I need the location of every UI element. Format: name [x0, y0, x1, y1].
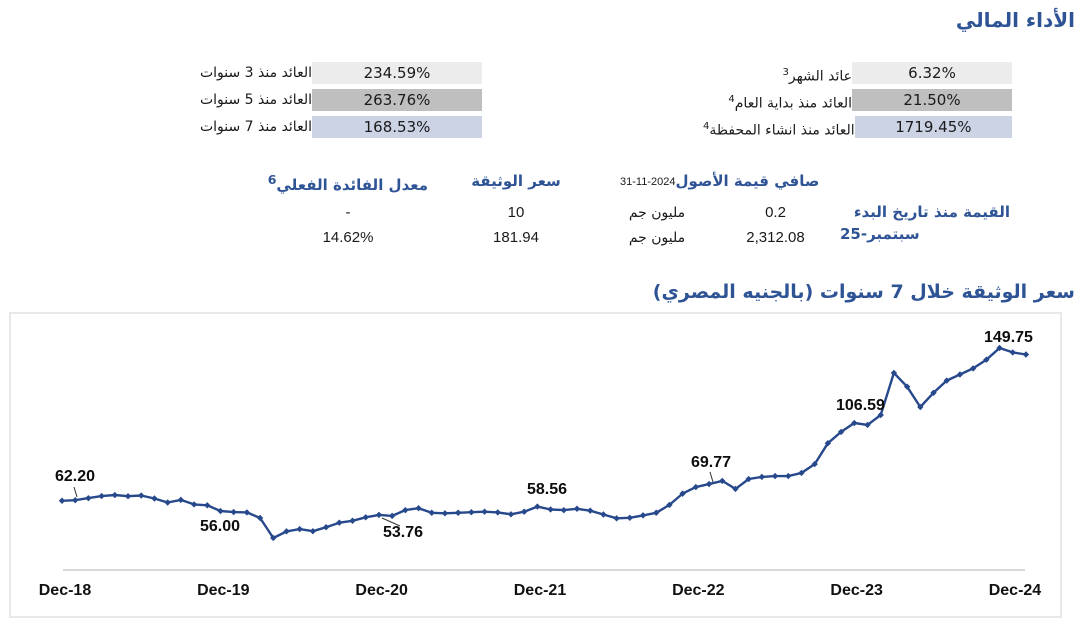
table-row: العائد منذ 3 سنوات 234.59%	[192, 62, 482, 84]
x-tick-label: Dec-22	[672, 582, 725, 599]
table-row: العائد منذ بداية العام4 21.50%	[700, 89, 1012, 112]
since-start-label: القيمة منذ تاريخ البدء	[853, 203, 1010, 221]
price-chart-area	[9, 312, 1062, 618]
footnote-marker: 3	[782, 67, 789, 78]
return-label: العائد منذ 5 سنوات	[199, 92, 312, 108]
effective-rate-row2: 14.62%	[322, 229, 374, 246]
x-tick-label: Dec-20	[355, 582, 408, 599]
since-start-block: القيمة منذ تاريخ البدء سبتمبر-25	[840, 203, 1010, 243]
return-value: 1719.45%	[854, 116, 1012, 138]
data-point-label: 106.59	[836, 397, 885, 414]
unit-price-header: سعر الوثيقة	[471, 172, 561, 190]
return-value: 263.76%	[312, 89, 482, 111]
data-point-label: 53.76	[383, 524, 424, 541]
chart-title: سعر الوثيقة خلال 7 سنوات (بالجنيه المصري…	[652, 281, 1075, 303]
monthly-returns-table: عائد الشهر3 6.32% العائد منذ بداية العام…	[700, 62, 1012, 143]
x-tick-label: Dec-23	[830, 582, 883, 599]
page-title: الأداء المالي	[955, 8, 1075, 32]
return-label: عائد الشهر3	[782, 67, 852, 85]
nav-unit-row1: مليون جم	[628, 205, 686, 221]
data-point-label: 62.20	[55, 468, 96, 485]
footnote-marker: 4	[728, 94, 735, 105]
data-point-label: 149.75	[984, 329, 1033, 346]
table-row: العائد منذ 7 سنوات 168.53%	[192, 116, 482, 138]
unit-price-start: 10	[507, 204, 525, 221]
return-value: 234.59%	[312, 62, 482, 84]
data-point-label: 69.77	[691, 454, 732, 471]
nav-value-row1: 0.2	[765, 204, 786, 221]
table-row: العائد منذ انشاء المحفظة4 1719.45%	[700, 116, 1012, 139]
footnote-marker: 6	[267, 172, 277, 187]
return-label: العائد منذ 3 سنوات	[199, 65, 312, 81]
unit-price-current: 181.94	[493, 229, 539, 246]
x-tick-label: Dec-21	[513, 582, 567, 599]
return-value: 21.50%	[852, 89, 1012, 111]
table-row: العائد منذ 5 سنوات 263.76%	[192, 89, 482, 111]
return-label: العائد منذ 7 سنوات	[199, 119, 312, 135]
return-value: 6.32%	[852, 62, 1012, 84]
x-tick-label: Dec-18	[38, 582, 92, 599]
since-start-date: سبتمبر-25	[840, 225, 920, 243]
return-label: العائد منذ بداية العام4	[728, 94, 852, 112]
nav-date: 31-11-2024	[620, 176, 676, 188]
table-row: عائد الشهر3 6.32%	[700, 62, 1012, 85]
x-tick-label: Dec-24	[988, 582, 1042, 599]
effective-rate-header: معدل الفائدة الفعلي6	[267, 172, 428, 194]
data-point-label: 58.56	[527, 481, 568, 498]
x-tick-label: Dec-19	[197, 582, 250, 599]
return-label: العائد منذ انشاء المحفظة4	[703, 121, 855, 139]
data-point-label: 56.00	[200, 518, 241, 535]
nav-value-row2: 2,312.08	[746, 229, 805, 246]
return-value: 168.53%	[312, 116, 482, 138]
nav-header: 31-11-2024 صافي قيمة الأصول	[620, 172, 822, 190]
multi-year-returns-table: العائد منذ 3 سنوات 234.59% العائد منذ 5 …	[192, 62, 482, 143]
nav-unit-row2: مليون جم	[628, 230, 686, 246]
effective-rate-row1: -	[345, 204, 351, 221]
footnote-marker: 4	[703, 121, 710, 132]
nav-title: صافي قيمة الأصول	[675, 172, 820, 190]
